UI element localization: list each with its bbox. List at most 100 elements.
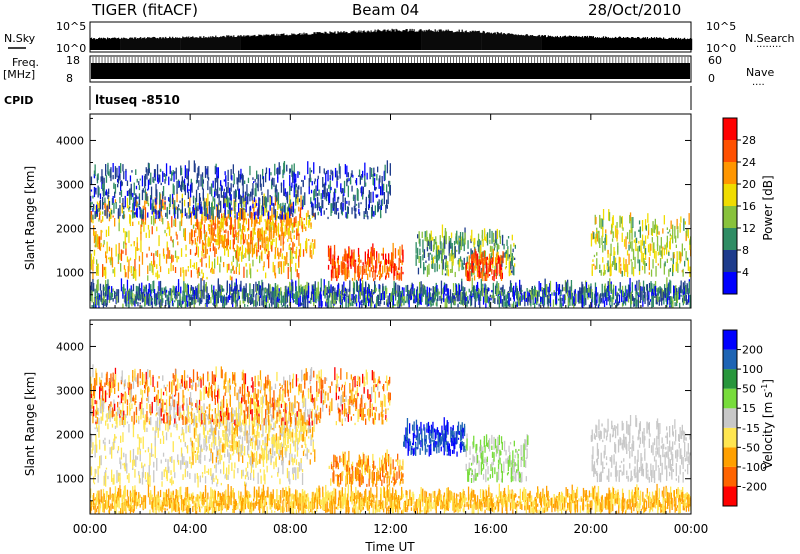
radar-cell: [201, 250, 203, 257]
radar-cell: [102, 188, 105, 197]
nsky-bar: [609, 37, 612, 50]
radar-cell: [287, 227, 290, 236]
radar-cell: [641, 251, 643, 263]
radar-cell: [314, 178, 316, 182]
radar-cell: [516, 288, 518, 301]
radar-cell: [200, 174, 202, 187]
radar-cell: [159, 302, 162, 308]
radar-cell: [267, 250, 269, 255]
radar-cell: [373, 177, 375, 186]
radar-cell: [329, 175, 331, 179]
radar-cell: [114, 191, 116, 198]
radar-cell: [330, 203, 332, 216]
radar-cell: [272, 291, 274, 298]
radar-cell: [331, 286, 334, 294]
radar-cell: [604, 270, 606, 275]
radar-cell: [588, 304, 591, 308]
radar-cell: [242, 175, 244, 184]
radar-cell: [342, 263, 345, 270]
radar-cell: [664, 287, 666, 296]
radar-cell: [207, 177, 210, 181]
radar-cell: [364, 214, 366, 217]
radar-cell: [500, 268, 502, 280]
radar-cell: [309, 245, 311, 258]
radar-cell: [354, 194, 356, 208]
radar-cell: [268, 168, 271, 181]
radar-cell: [649, 243, 651, 256]
radar-cell: [349, 256, 351, 267]
radar-cell: [672, 224, 674, 232]
radar-cell: [299, 295, 301, 307]
radar-cell: [375, 266, 377, 269]
nsky-bar: [308, 34, 310, 50]
radar-cell: [231, 276, 233, 281]
radar-cell: [374, 304, 376, 308]
nsky-bar: [226, 35, 228, 50]
radar-cell: [397, 272, 399, 275]
radar-cell: [165, 254, 168, 264]
radar-cell: [135, 285, 138, 297]
nsky-bar: [237, 35, 239, 50]
radar-cell: [262, 176, 265, 180]
radar-cell: [168, 290, 170, 304]
radar-cell: [294, 208, 296, 214]
radar-cell: [265, 272, 267, 279]
radar-cell: [491, 260, 493, 266]
radar-cell: [155, 183, 157, 197]
radar-cell: [335, 301, 337, 304]
date-label: 28/Oct/2010: [588, 1, 681, 19]
radar-cell: [173, 219, 175, 227]
radar-cell: [458, 284, 461, 295]
radar-cell: [170, 236, 172, 241]
radar-cell: [222, 219, 224, 231]
radar-cell: [228, 197, 230, 209]
radar-cell: [195, 179, 198, 184]
radar-cell: [467, 300, 470, 304]
radar-cell: [441, 262, 444, 276]
radar-cell: [310, 201, 313, 208]
nsky-bar: [162, 37, 164, 50]
radar-cell: [121, 181, 123, 186]
radar-cell: [350, 256, 352, 262]
radar-cell: [358, 175, 360, 177]
radar-cell: [591, 264, 593, 276]
nsky-bar: [208, 36, 210, 50]
radar-cell: [356, 281, 358, 293]
radar-cell: [266, 254, 269, 260]
radar-cell: [280, 287, 282, 296]
nsky-bar: [595, 37, 597, 50]
nsky-bar: [148, 37, 150, 50]
radar-cell: [298, 285, 301, 293]
radar-cell: [655, 251, 657, 263]
radar-cell: [543, 288, 546, 298]
nsky-bar: [496, 31, 498, 50]
radar-cell: [211, 289, 213, 298]
radar-cell: [321, 301, 323, 307]
radar-cell: [431, 254, 433, 260]
radar-cell: [291, 164, 293, 177]
nsky-bar: [558, 37, 560, 50]
radar-cell: [94, 244, 96, 248]
radar-cell: [477, 244, 480, 252]
nsky-bar: [338, 32, 340, 50]
radar-cell: [201, 269, 203, 274]
radar-cell: [167, 299, 169, 305]
radar-cell: [485, 257, 487, 264]
radar-cell: [229, 203, 231, 217]
radar-cell: [224, 217, 226, 225]
radar-cell: [635, 288, 637, 301]
nsky-bar: [530, 35, 532, 50]
nsky-bar: [352, 31, 354, 50]
radar-cell: [642, 300, 644, 307]
radar-cell: [623, 264, 626, 277]
radar-cell: [241, 251, 243, 262]
radar-cell: [372, 289, 374, 295]
radar-cell: [136, 237, 138, 244]
radar-cell: [215, 248, 217, 254]
radar-cell: [340, 291, 342, 294]
radar-cell: [174, 207, 176, 219]
radar-cell: [298, 249, 301, 256]
radar-cell: [470, 297, 472, 307]
radar-cell: [115, 436, 117, 439]
radar-cell: [423, 285, 425, 294]
